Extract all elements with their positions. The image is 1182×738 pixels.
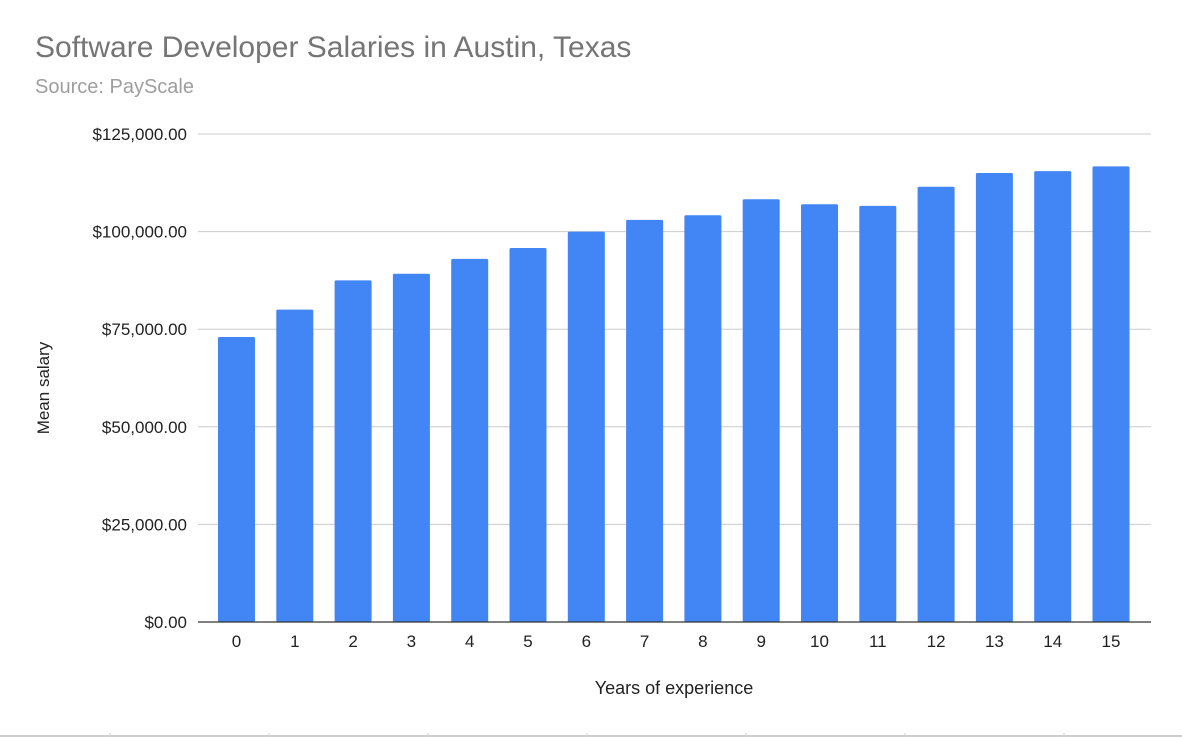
y-tick-label: $0.00 bbox=[144, 613, 187, 632]
bar bbox=[1034, 171, 1072, 622]
chart-title: Software Developer Salaries in Austin, T… bbox=[35, 31, 632, 64]
x-tick-label: 13 bbox=[985, 632, 1004, 651]
y-tick-label: $125,000.00 bbox=[92, 125, 187, 144]
bar bbox=[1092, 166, 1130, 622]
bar bbox=[742, 199, 780, 623]
bar bbox=[626, 219, 664, 622]
x-tick-label: 3 bbox=[407, 632, 416, 651]
y-tick-label: $75,000.00 bbox=[102, 320, 187, 339]
x-tick-label: 7 bbox=[640, 632, 649, 651]
bar bbox=[684, 215, 722, 623]
chart-subtitle: Source: PayScale bbox=[35, 76, 194, 98]
y-tick-label: $100,000.00 bbox=[92, 223, 187, 242]
bar bbox=[801, 204, 838, 622]
bar bbox=[276, 309, 314, 622]
bar bbox=[218, 337, 255, 622]
bar bbox=[451, 258, 489, 622]
bar bbox=[859, 205, 897, 622]
bar bbox=[975, 173, 1013, 623]
x-tick-label: 0 bbox=[232, 632, 241, 651]
x-tick-label: 2 bbox=[348, 632, 357, 651]
x-tick-label: 4 bbox=[465, 632, 474, 651]
x-tick-label: 10 bbox=[810, 632, 829, 651]
x-tick-label: 1 bbox=[290, 632, 299, 651]
x-tick-label: 9 bbox=[756, 632, 765, 651]
x-tick-label: 8 bbox=[698, 632, 707, 651]
x-tick-label: 6 bbox=[582, 632, 591, 651]
bar bbox=[334, 280, 372, 622]
x-axis-label: Years of experience bbox=[594, 678, 754, 698]
x-tick-label: 5 bbox=[523, 632, 532, 651]
bar bbox=[917, 186, 955, 623]
y-tick-label: $25,000.00 bbox=[102, 515, 187, 534]
x-tick-label: 12 bbox=[927, 632, 946, 651]
x-tick-label: 14 bbox=[1043, 632, 1062, 651]
y-tick-label: $50,000.00 bbox=[102, 418, 187, 437]
x-tick-label: 15 bbox=[1102, 632, 1121, 651]
bar bbox=[509, 247, 547, 622]
bar bbox=[392, 273, 430, 622]
x-tick-label: 11 bbox=[869, 632, 887, 651]
bar bbox=[567, 231, 605, 622]
